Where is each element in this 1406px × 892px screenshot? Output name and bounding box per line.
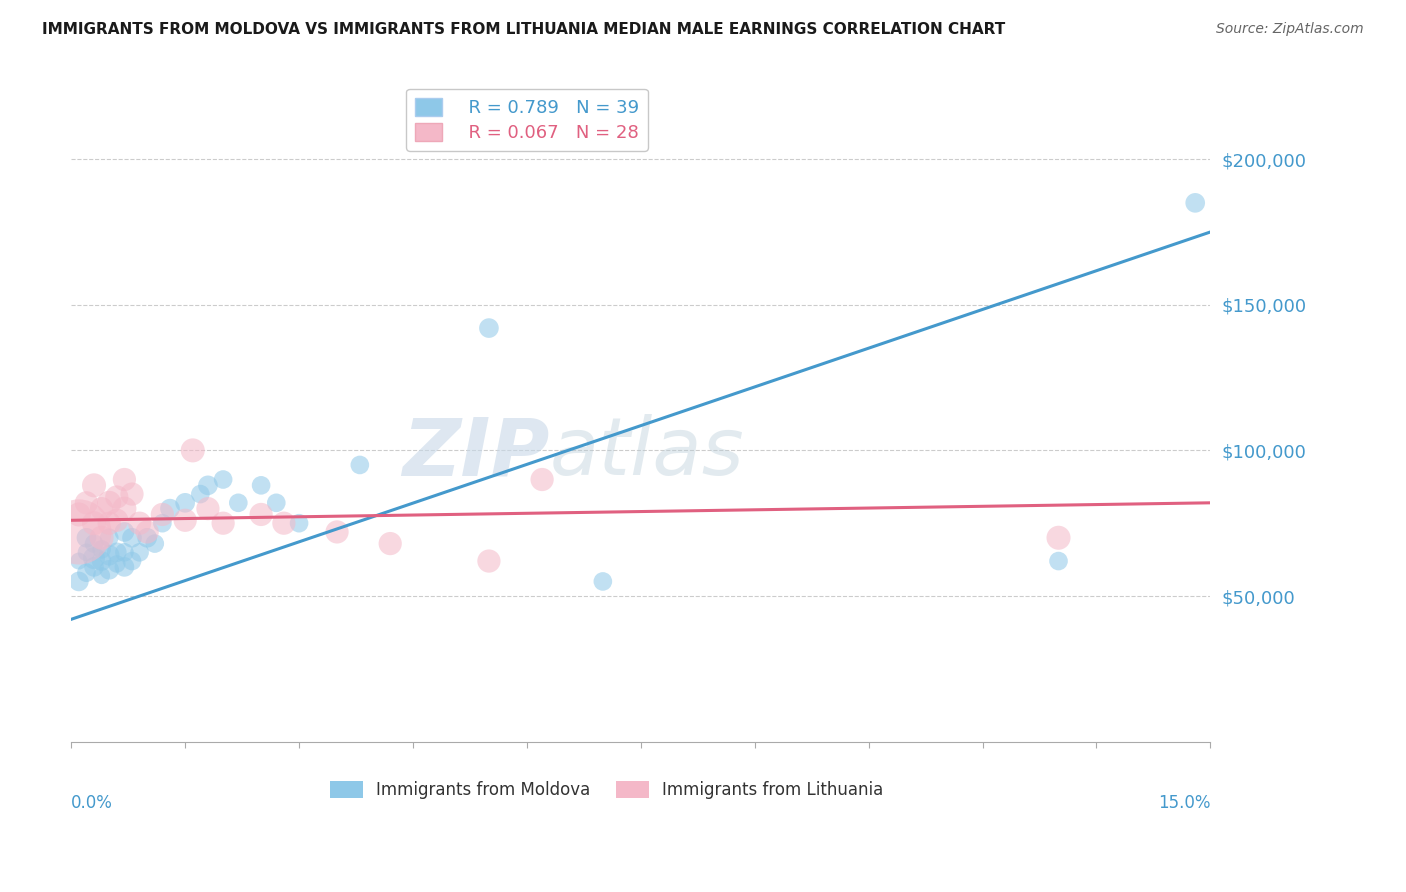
Text: IMMIGRANTS FROM MOLDOVA VS IMMIGRANTS FROM LITHUANIA MEDIAN MALE EARNINGS CORREL: IMMIGRANTS FROM MOLDOVA VS IMMIGRANTS FR… [42, 22, 1005, 37]
Point [197, 478, 219, 492]
Text: atlas: atlas [550, 414, 744, 492]
Point [105, 545, 128, 559]
Point [83, 478, 105, 492]
Point [326, 524, 349, 539]
Point [150, 508, 173, 522]
Point [212, 473, 235, 487]
Point [136, 524, 159, 539]
Point [98, 531, 121, 545]
Point [105, 513, 128, 527]
Point [98, 548, 121, 562]
Point [112, 560, 135, 574]
Point [105, 557, 128, 571]
Point [98, 563, 121, 577]
Point [112, 545, 135, 559]
Point [150, 516, 173, 531]
Point [98, 496, 121, 510]
Text: 15.0%: 15.0% [1159, 794, 1211, 812]
Point [121, 487, 143, 501]
Point [349, 458, 371, 472]
Point [67, 574, 90, 589]
Point [90, 568, 112, 582]
Point [90, 531, 112, 545]
Point [83, 516, 105, 531]
Text: Source: ZipAtlas.com: Source: ZipAtlas.com [1216, 22, 1364, 37]
Point [288, 516, 311, 531]
Point [1047, 554, 1070, 568]
Point [159, 501, 181, 516]
Legend: Immigrants from Moldova, Immigrants from Lithuania: Immigrants from Moldova, Immigrants from… [323, 774, 890, 805]
Point [143, 536, 166, 550]
Point [266, 496, 288, 510]
Point [90, 554, 112, 568]
Point [90, 542, 112, 557]
Point [1047, 531, 1070, 545]
Point [592, 574, 614, 589]
Point [531, 473, 554, 487]
Point [67, 524, 90, 539]
Point [478, 321, 501, 335]
Point [250, 508, 273, 522]
Point [75, 531, 97, 545]
Point [112, 524, 135, 539]
Point [112, 473, 135, 487]
Point [128, 545, 150, 559]
Point [174, 496, 197, 510]
Point [228, 496, 250, 510]
Point [197, 501, 219, 516]
Point [136, 531, 159, 545]
Point [90, 501, 112, 516]
Point [273, 516, 295, 531]
Point [121, 554, 143, 568]
Point [174, 513, 197, 527]
Point [380, 536, 402, 550]
Point [83, 536, 105, 550]
Point [478, 554, 501, 568]
Point [121, 531, 143, 545]
Point [67, 554, 90, 568]
Point [75, 545, 97, 559]
Point [75, 566, 97, 580]
Point [112, 501, 135, 516]
Point [181, 443, 204, 458]
Text: 0.0%: 0.0% [72, 794, 112, 812]
Point [105, 490, 128, 504]
Point [212, 516, 235, 531]
Point [67, 508, 90, 522]
Point [188, 487, 211, 501]
Point [83, 551, 105, 566]
Point [250, 478, 273, 492]
Point [128, 516, 150, 531]
Text: ZIP: ZIP [402, 414, 550, 492]
Point [98, 516, 121, 531]
Point [83, 560, 105, 574]
Point [1184, 195, 1206, 210]
Point [75, 496, 97, 510]
